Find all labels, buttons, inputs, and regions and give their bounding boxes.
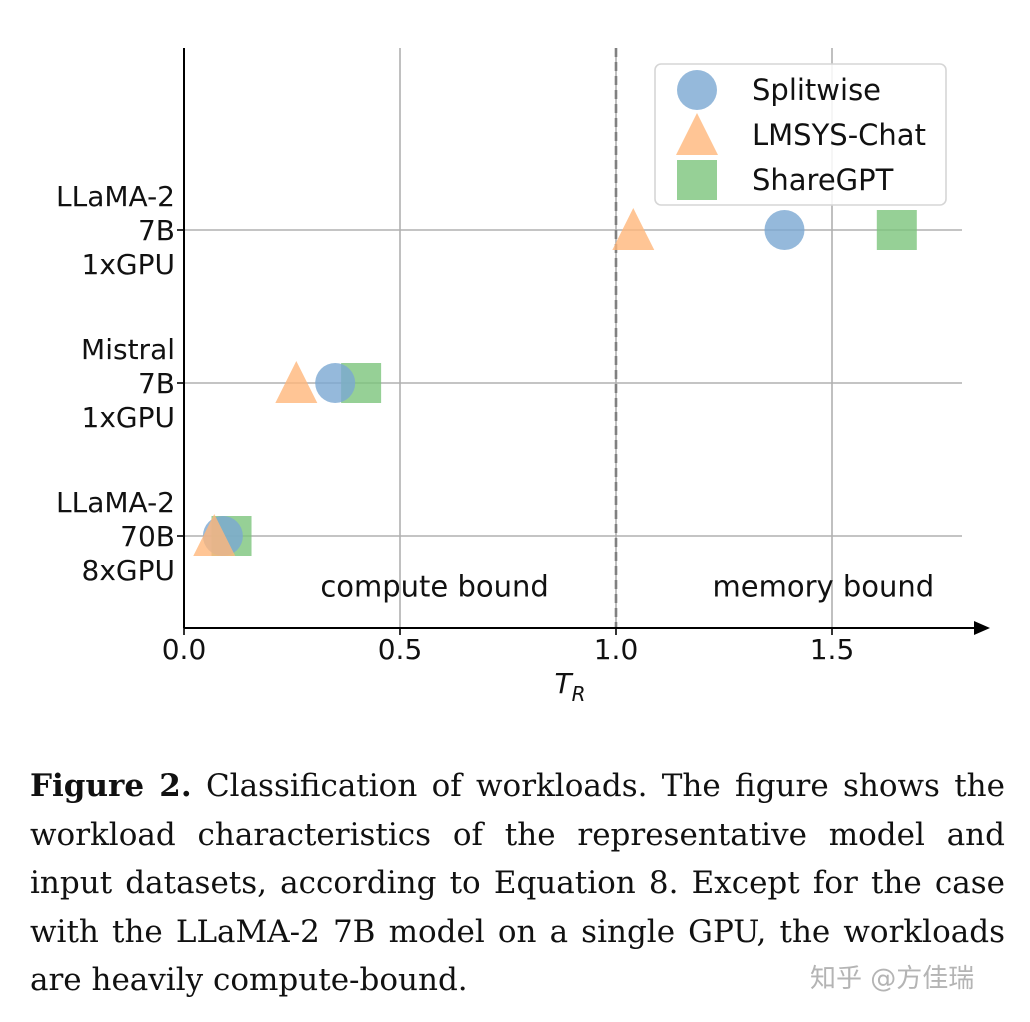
caption-text: Classification of workloads. The figure … [30, 768, 1005, 998]
y-tick-label: Mistral 7B 1xGPU [81, 333, 175, 434]
watermark: 知乎 @方佳瑞 [810, 964, 975, 994]
legend-marker [677, 70, 717, 110]
legend-label: Splitwise [752, 73, 881, 107]
y-tick-label: LLaMA-2 7B 1xGPU [56, 180, 175, 281]
legend-marker [676, 113, 718, 155]
x-tick-label: 1.5 [810, 633, 855, 666]
axes [177, 48, 990, 635]
x-axis-label: TR [554, 667, 585, 706]
data-markers [193, 208, 917, 556]
workload-chart: 0.0 0.5 1.0 1.5 LLaMA-2 7B 1xGPU Mistral 7B 1xGPU… [56, 48, 990, 706]
legend-label: LMSYS-Chat [752, 118, 926, 152]
marker-splitwise [315, 363, 356, 403]
legend-marker [677, 160, 717, 200]
marker-lmsys-chat [193, 514, 236, 556]
annotations: compute bound memory bound [320, 569, 934, 603]
legend: Splitwise LMSYS-Chat ShareGPT [654, 63, 947, 206]
x-tick-label: 1.0 [594, 633, 639, 666]
marker-sharegpt [876, 210, 917, 250]
x-axis-arrow [974, 621, 990, 635]
x-axis-title: TR [554, 667, 585, 706]
caption-label: Figure 2. [30, 768, 192, 804]
legend-label: ShareGPT [752, 163, 894, 197]
y-tick-label: LLaMA-2 70B 8xGPU [56, 486, 175, 587]
annotation-label: memory bound [713, 569, 935, 603]
marker-lmsys-chat [612, 208, 655, 250]
annotation-label: compute bound [320, 569, 548, 603]
legend-box [654, 63, 947, 206]
marker-splitwise [764, 210, 805, 250]
marker-lmsys-chat [275, 361, 318, 403]
x-tick-label: 0.0 [162, 633, 207, 666]
x-tick-label: 0.5 [378, 633, 423, 666]
tick-labels: 0.0 0.5 1.0 1.5 LLaMA-2 7B 1xGPU Mistral 7B 1xGPU… [56, 180, 854, 666]
figure-caption: Figure 2. Classification of workloads. T… [30, 762, 1005, 1005]
